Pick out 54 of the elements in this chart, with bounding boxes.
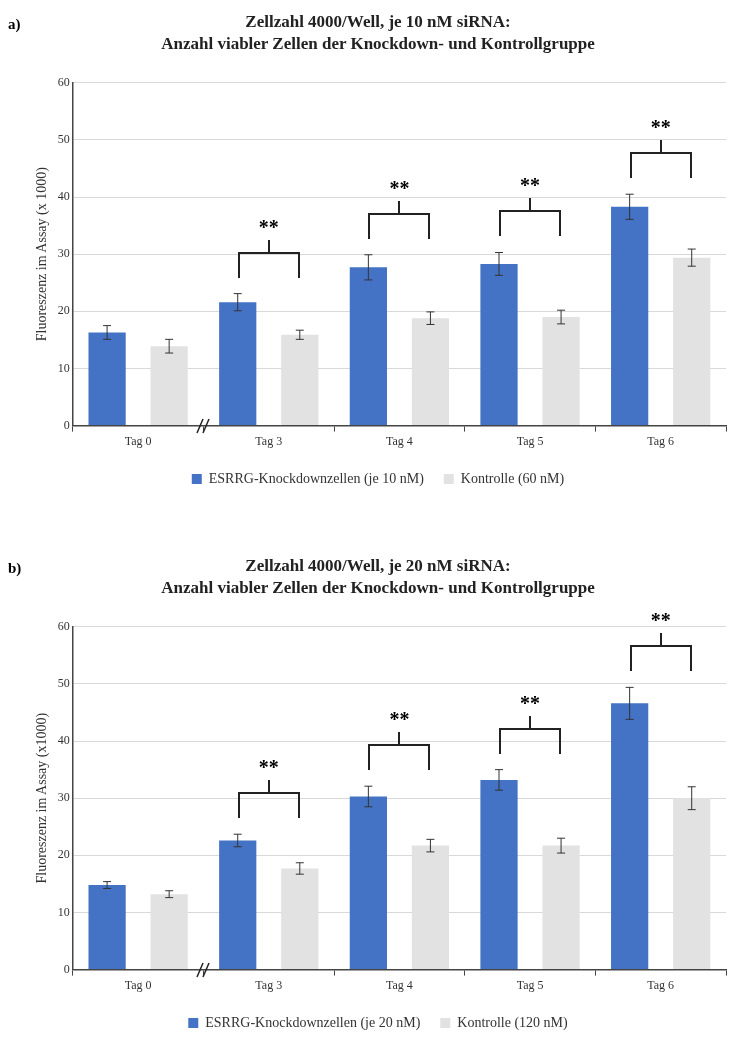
annotation: ** bbox=[520, 174, 541, 198]
y-tick-label: 40 bbox=[57, 189, 70, 204]
text: a) bbox=[8, 16, 21, 33]
y-tick-label: 30 bbox=[57, 790, 70, 805]
x-tick-label: Tag 3 bbox=[255, 433, 283, 448]
annotation: ** bbox=[650, 609, 671, 633]
y-tick-label: 0 bbox=[63, 961, 70, 976]
y-tick-label: 60 bbox=[57, 618, 70, 633]
bar bbox=[219, 840, 257, 970]
x-tick-label: Tag 3 bbox=[255, 977, 283, 992]
x-tick-label: Tag 6 bbox=[647, 433, 675, 448]
bar bbox=[349, 796, 387, 970]
y-axis-title: Fluoreszenz im Assay (x1000) bbox=[34, 712, 51, 884]
chart-subtitle: Anzahl viabler Zellen der Knockdown- und Kontrollgruppe bbox=[161, 33, 596, 53]
annotation: ** bbox=[389, 176, 410, 200]
x-tick-label: Tag 6 bbox=[647, 977, 675, 992]
bar bbox=[611, 206, 649, 426]
bar bbox=[349, 267, 387, 426]
bar bbox=[88, 332, 126, 426]
y-tick-label: 10 bbox=[57, 904, 70, 919]
y-axis-title: Fluoreszenz im Assay (x 1000) bbox=[34, 166, 51, 342]
annotation: ** bbox=[389, 708, 410, 732]
x-tick-label: Tag 5 bbox=[516, 977, 544, 992]
x-tick-label: Tag 0 bbox=[124, 977, 152, 992]
y-tick-label: 60 bbox=[57, 74, 70, 89]
legend-label: ESRRG-Knockdownzellen (je 20 nM) bbox=[205, 1014, 421, 1031]
chart-title: Zellzahl 4000/Well, je 20 nM siRNA: bbox=[245, 555, 511, 575]
x-tick-label: Tag 4 bbox=[385, 977, 413, 992]
bar bbox=[219, 302, 257, 426]
chart-title: Zellzahl 4000/Well, je 10 nM siRNA: bbox=[245, 11, 511, 31]
x-tick-label: Tag 5 bbox=[516, 433, 544, 448]
y-tick-label: 50 bbox=[57, 132, 70, 147]
y-tick-label: 0 bbox=[63, 417, 70, 432]
annotation: ** bbox=[650, 116, 671, 140]
bar bbox=[480, 779, 518, 970]
text: b) bbox=[8, 560, 22, 577]
legend-label: ESRRG-Knockdownzellen (je 10 nM) bbox=[208, 470, 425, 487]
x-tick-label: Tag 0 bbox=[124, 433, 152, 448]
y-tick-label: 20 bbox=[57, 303, 70, 318]
bar bbox=[480, 263, 518, 426]
legend-label: Kontrolle (60 nM) bbox=[460, 470, 565, 487]
annotation: ** bbox=[258, 215, 279, 239]
annotation: ** bbox=[520, 691, 541, 715]
annotation: ** bbox=[258, 756, 279, 780]
bar bbox=[88, 885, 126, 970]
bar bbox=[611, 703, 649, 970]
x-tick-label: Tag 4 bbox=[385, 433, 413, 448]
legend-label: Kontrolle (120 nM) bbox=[457, 1014, 569, 1031]
y-tick-label: 20 bbox=[57, 847, 70, 862]
y-tick-label: 10 bbox=[57, 360, 70, 375]
y-tick-label: 30 bbox=[57, 246, 70, 261]
y-tick-label: 50 bbox=[57, 676, 70, 691]
y-tick-label: 40 bbox=[57, 733, 70, 748]
chart-subtitle: Anzahl viabler Zellen der Knockdown- und Kontrollgruppe bbox=[161, 577, 596, 597]
